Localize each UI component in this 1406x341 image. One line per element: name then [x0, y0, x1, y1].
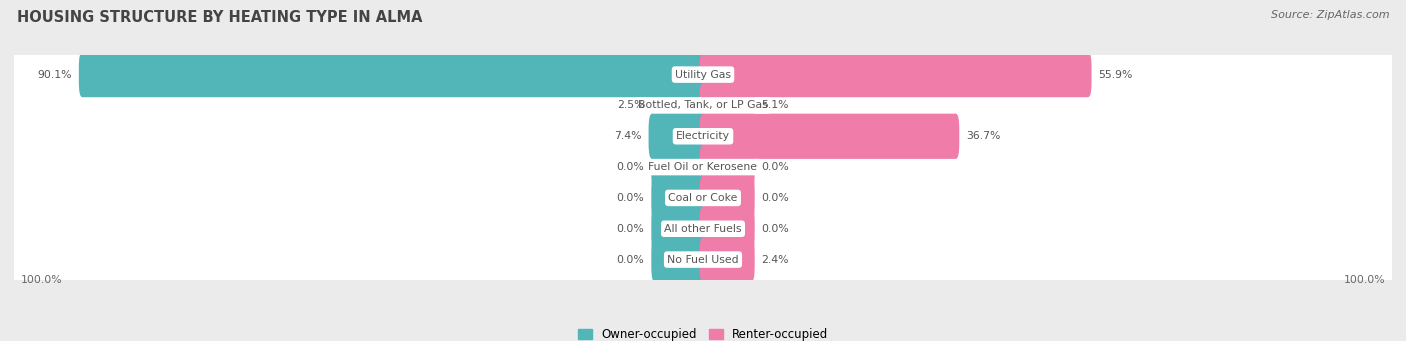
- FancyBboxPatch shape: [13, 131, 1393, 203]
- FancyBboxPatch shape: [700, 206, 755, 251]
- FancyBboxPatch shape: [651, 175, 706, 221]
- Text: Electricity: Electricity: [676, 131, 730, 141]
- Text: 0.0%: 0.0%: [617, 193, 644, 203]
- Text: Utility Gas: Utility Gas: [675, 70, 731, 79]
- FancyBboxPatch shape: [13, 101, 1393, 172]
- FancyBboxPatch shape: [700, 175, 755, 221]
- Text: 0.0%: 0.0%: [762, 162, 789, 172]
- Text: 0.0%: 0.0%: [762, 193, 789, 203]
- FancyBboxPatch shape: [651, 206, 706, 251]
- FancyBboxPatch shape: [13, 70, 1393, 142]
- FancyBboxPatch shape: [13, 162, 1393, 234]
- Text: Fuel Oil or Kerosene: Fuel Oil or Kerosene: [648, 162, 758, 172]
- Text: All other Fuels: All other Fuels: [664, 224, 742, 234]
- FancyBboxPatch shape: [700, 237, 755, 282]
- FancyBboxPatch shape: [13, 193, 1393, 265]
- Text: 100.0%: 100.0%: [1343, 275, 1385, 285]
- FancyBboxPatch shape: [700, 83, 755, 128]
- Text: 0.0%: 0.0%: [617, 224, 644, 234]
- FancyBboxPatch shape: [13, 224, 1393, 296]
- FancyBboxPatch shape: [700, 114, 959, 159]
- Text: No Fuel Used: No Fuel Used: [668, 255, 738, 265]
- FancyBboxPatch shape: [648, 114, 706, 159]
- FancyBboxPatch shape: [13, 39, 1393, 111]
- Text: Coal or Coke: Coal or Coke: [668, 193, 738, 203]
- Text: 90.1%: 90.1%: [38, 70, 72, 79]
- FancyBboxPatch shape: [651, 145, 706, 190]
- FancyBboxPatch shape: [13, 39, 1393, 110]
- FancyBboxPatch shape: [13, 101, 1393, 173]
- FancyBboxPatch shape: [79, 52, 706, 97]
- FancyBboxPatch shape: [13, 193, 1393, 265]
- Text: 0.0%: 0.0%: [617, 162, 644, 172]
- Text: HOUSING STRUCTURE BY HEATING TYPE IN ALMA: HOUSING STRUCTURE BY HEATING TYPE IN ALM…: [17, 10, 422, 25]
- Text: 2.5%: 2.5%: [617, 101, 644, 110]
- FancyBboxPatch shape: [13, 132, 1393, 204]
- Text: 0.0%: 0.0%: [762, 224, 789, 234]
- FancyBboxPatch shape: [13, 224, 1393, 295]
- FancyBboxPatch shape: [700, 145, 755, 190]
- Text: 7.4%: 7.4%: [614, 131, 641, 141]
- FancyBboxPatch shape: [700, 52, 1091, 97]
- Text: 55.9%: 55.9%: [1098, 70, 1133, 79]
- Text: 5.1%: 5.1%: [762, 101, 789, 110]
- Text: 2.4%: 2.4%: [762, 255, 789, 265]
- FancyBboxPatch shape: [13, 70, 1393, 141]
- Text: 100.0%: 100.0%: [21, 275, 63, 285]
- Text: 36.7%: 36.7%: [966, 131, 1001, 141]
- Text: Source: ZipAtlas.com: Source: ZipAtlas.com: [1271, 10, 1389, 20]
- Legend: Owner-occupied, Renter-occupied: Owner-occupied, Renter-occupied: [572, 323, 834, 341]
- Text: 0.0%: 0.0%: [617, 255, 644, 265]
- FancyBboxPatch shape: [651, 237, 706, 282]
- FancyBboxPatch shape: [13, 162, 1393, 234]
- Text: Bottled, Tank, or LP Gas: Bottled, Tank, or LP Gas: [638, 101, 768, 110]
- FancyBboxPatch shape: [651, 83, 706, 128]
